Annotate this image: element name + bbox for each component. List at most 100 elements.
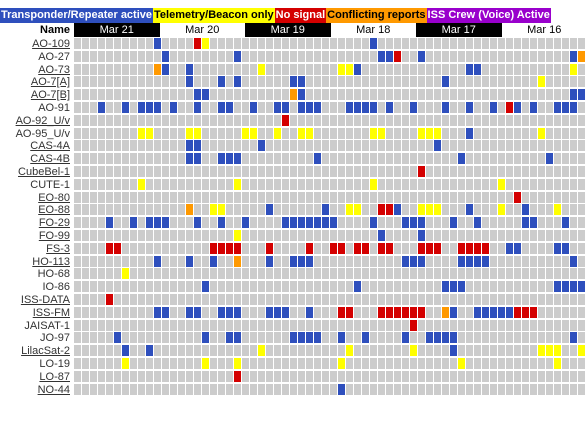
status-cell-empty (458, 102, 465, 113)
status-cell-empty (474, 76, 481, 88)
status-cell-empty (274, 217, 281, 229)
status-cell-empty (274, 332, 281, 344)
status-cell-empty (218, 127, 225, 139)
status-cell-empty (474, 281, 481, 293)
status-cell-empty (138, 217, 145, 229)
status-cell-empty (194, 242, 201, 254)
status-cell-empty (354, 294, 361, 305)
status-cell-empty (90, 306, 97, 318)
legend-item: Conflicting reports (326, 8, 427, 23)
status-cell-empty (306, 281, 313, 293)
status-cell-empty (234, 217, 241, 229)
status-cell-empty (234, 191, 241, 203)
status-cell-empty (210, 230, 217, 241)
satellite-name[interactable]: NO-44 (37, 383, 70, 396)
satellite-name[interactable]: CAS-4B (30, 153, 70, 166)
status-cell-empty (458, 114, 465, 126)
satellite-name[interactable]: ISS-FM (32, 306, 70, 319)
status-cell-empty (210, 102, 217, 113)
status-cell-empty (290, 281, 297, 293)
status-cell-empty (90, 153, 97, 165)
status-cell-empty (162, 102, 169, 113)
satellite-name[interactable]: FO-99 (38, 230, 70, 242)
status-cell-empty (562, 114, 569, 126)
satellite-name[interactable]: AO-92_U/v (15, 114, 70, 127)
status-cell-empty (458, 140, 465, 152)
status-cell-empty (146, 140, 153, 152)
status-cell-empty (170, 140, 177, 152)
status-cell-empty (282, 153, 289, 165)
status-cell-empty (90, 63, 97, 75)
status-cell-empty (362, 230, 369, 241)
status-cell-empty (138, 306, 145, 318)
satellite-name[interactable]: FO-29 (38, 217, 70, 230)
status-cell-empty (562, 230, 569, 241)
satellite-name[interactable]: LilacSat-2 (21, 345, 70, 358)
status-cell-empty (482, 370, 489, 382)
satellite-name[interactable]: CubeBel-1 (18, 166, 70, 178)
status-cell-yellow (138, 178, 145, 190)
satellite-name[interactable]: FS-3 (46, 242, 70, 255)
status-cell-empty (354, 370, 361, 382)
status-cell-empty (226, 166, 233, 177)
status-cell-empty (458, 230, 465, 241)
status-cell-empty (258, 114, 265, 126)
status-cell-empty (418, 294, 425, 305)
status-cell-empty (114, 89, 121, 101)
status-cell-empty (146, 191, 153, 203)
satellite-name[interactable]: EO-88 (38, 204, 70, 217)
status-cell-empty (554, 230, 561, 241)
status-cell-empty (346, 370, 353, 382)
satellite-name[interactable]: EO-80 (38, 191, 70, 204)
status-cell-empty (418, 76, 425, 88)
status-cell-empty (442, 383, 449, 395)
status-cell-empty (426, 50, 433, 62)
satellite-name: CUTE-1 (30, 178, 70, 191)
satellite-name[interactable]: AO-7[A] (30, 76, 70, 89)
status-cell-empty (82, 358, 89, 369)
status-cell-blue (162, 63, 169, 75)
status-cell-empty (114, 153, 121, 165)
satellite-name[interactable]: LO-87 (39, 370, 70, 383)
status-cell-empty (394, 102, 401, 113)
satellite-name[interactable]: AO-73 (38, 63, 70, 76)
satellite-name[interactable]: CAS-4A (30, 140, 70, 153)
status-cell-empty (482, 204, 489, 216)
status-cell-empty (482, 127, 489, 139)
status-cell-empty (410, 370, 417, 382)
status-cell-blue (202, 332, 209, 344)
status-cell-empty (506, 383, 513, 395)
status-cell-empty (98, 281, 105, 293)
satellite-name[interactable]: HO-113 (32, 255, 70, 268)
status-cell-blue (234, 76, 241, 88)
status-cell-empty (330, 38, 337, 49)
status-cell-empty (138, 294, 145, 305)
status-cell-empty (306, 268, 313, 280)
status-cell-empty (482, 332, 489, 344)
status-cell-empty (426, 345, 433, 357)
status-cell-empty (90, 127, 97, 139)
status-cell-empty (90, 114, 97, 126)
status-cell-empty (226, 281, 233, 293)
status-cell-empty (530, 242, 537, 254)
status-cell-empty (498, 319, 505, 331)
status-cell-empty (178, 281, 185, 293)
status-cell-empty (306, 319, 313, 331)
status-cell-empty (274, 358, 281, 369)
status-cell-blue (242, 217, 249, 229)
satellite-name[interactable]: ISS-DATA (20, 294, 70, 306)
status-cell-empty (322, 166, 329, 177)
satellite-name[interactable]: AO-109 (32, 38, 70, 50)
status-cell-empty (522, 76, 529, 88)
status-cell-empty (402, 230, 409, 241)
status-cell-empty (178, 89, 185, 101)
status-cell-empty (490, 319, 497, 331)
status-cell-empty (274, 191, 281, 203)
status-cell-empty (578, 63, 585, 75)
status-cell-empty (394, 345, 401, 357)
status-cell-empty (202, 306, 209, 318)
status-cell-empty (418, 153, 425, 165)
status-cell-empty (482, 178, 489, 190)
status-cell-empty (378, 114, 385, 126)
satellite-name[interactable]: AO-7[B] (30, 89, 70, 102)
